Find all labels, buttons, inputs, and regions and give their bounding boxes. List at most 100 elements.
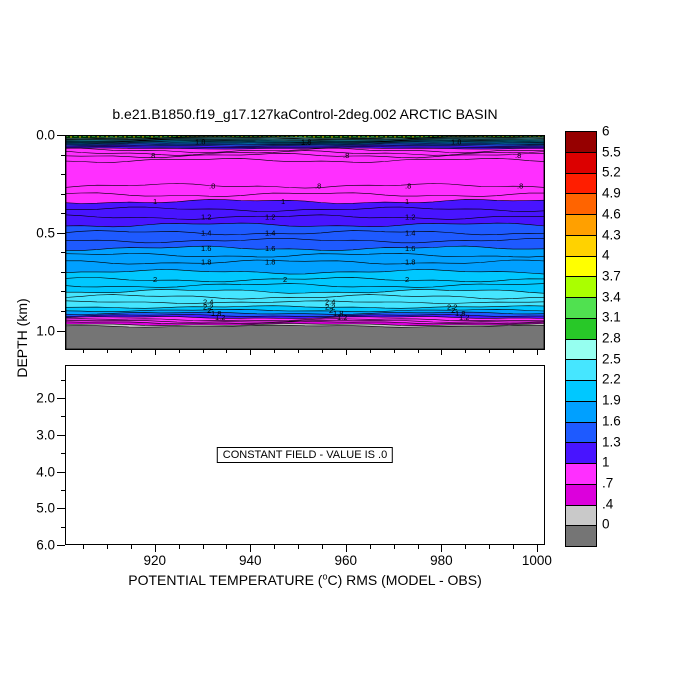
contour-line	[65, 238, 545, 244]
contour-line	[65, 311, 545, 315]
fill-band	[65, 312, 545, 317]
contour-label: 1.4	[265, 228, 275, 237]
colorbar-segment	[566, 152, 596, 174]
contour-label: 2	[207, 306, 211, 315]
y-tick-label: 1.0	[36, 323, 55, 338]
tick-mark	[83, 545, 85, 549]
tick-mark	[345, 350, 347, 355]
contour-label: 1.8	[201, 258, 211, 267]
tick-mark	[61, 291, 65, 293]
tick-mark	[61, 193, 65, 195]
contour-label: 1.4	[405, 228, 415, 237]
colorbar-label: 4.6	[602, 206, 621, 222]
contour-line	[65, 140, 545, 143]
contour-label: .8	[405, 181, 411, 190]
tick-mark	[417, 545, 419, 549]
colorbar-label: 4	[602, 247, 610, 263]
colorbar-segment	[566, 422, 596, 444]
contour-label: 1.6	[265, 244, 275, 253]
contour-line	[65, 192, 545, 197]
contour-line	[65, 138, 545, 141]
tick-mark	[61, 213, 65, 215]
tick-mark	[513, 545, 514, 549]
y-tick-label: 3.0	[36, 427, 55, 443]
colorbar-segment	[566, 132, 596, 153]
contour-line	[65, 300, 545, 304]
contour-line	[65, 150, 545, 156]
tick-mark	[61, 154, 65, 156]
contour-line	[65, 323, 545, 327]
colorbar-segment	[566, 318, 596, 340]
contour-label: 1.6	[201, 244, 211, 253]
tick-mark	[61, 174, 65, 176]
fill-band	[65, 223, 545, 251]
colorbar-label: 3.4	[602, 289, 621, 305]
contour-label: .8	[343, 151, 349, 160]
tick-mark	[345, 545, 347, 552]
tick-mark	[513, 350, 514, 353]
contour-label: .8	[517, 181, 523, 190]
tick-mark	[274, 350, 276, 353]
x-tick-label: 940	[239, 553, 262, 568]
contour-line	[65, 137, 545, 140]
x-axis-label-pre: POTENTIAL TEMPERATURE (	[128, 572, 323, 588]
tick-mark	[226, 545, 228, 549]
colorbar-label: .4	[602, 496, 614, 512]
fill-band	[65, 246, 545, 275]
y-tick-label: 6.0	[36, 537, 55, 553]
colorbar-segment	[566, 256, 596, 278]
contour-label: 1.2	[405, 213, 415, 222]
tick-mark	[250, 350, 252, 355]
contour-label: 1.8	[405, 258, 415, 267]
contour-line	[65, 305, 545, 309]
y-axis-label: DEPTH (km)	[14, 298, 30, 378]
colorbar-label: 3.7	[602, 268, 621, 284]
contour-label: 1.8	[455, 309, 465, 318]
contour-label: 2.2	[203, 303, 213, 312]
contour-label: 1.2	[201, 213, 211, 222]
y-tick-label: 5.0	[36, 500, 55, 516]
tick-mark	[322, 350, 323, 353]
tick-mark	[57, 471, 65, 473]
colorbar-label: 0	[602, 516, 610, 532]
tick-mark	[61, 310, 65, 312]
contour-line	[65, 321, 545, 325]
tick-mark	[83, 350, 85, 353]
colorbar-label: 1	[602, 454, 610, 470]
tick-mark	[393, 545, 395, 549]
tick-mark	[57, 135, 65, 136]
tick-mark	[393, 350, 395, 353]
contour-label: 1	[153, 197, 157, 206]
tick-mark	[57, 434, 65, 436]
tick-mark	[57, 545, 65, 546]
contour-line	[65, 183, 545, 189]
tick-mark	[57, 398, 65, 400]
tick-mark	[202, 545, 204, 549]
contour-panel: 1.8 1.8 1.8 .8 .8 .8 .8 .8 .8 .8 1 1 1 1.2 1.2 1.2 1.4 1.…	[65, 135, 545, 350]
colorbar-segment	[566, 401, 596, 423]
x-tick-label: 980	[430, 553, 453, 568]
contour-label: 2	[329, 306, 333, 315]
contour-label: 2	[451, 306, 455, 315]
colorbar-segment	[566, 298, 596, 319]
tick-mark	[536, 350, 538, 355]
contour-line	[65, 199, 545, 204]
colorbar-segment	[566, 464, 596, 485]
x-axis-label: POTENTIAL TEMPERATURE (oC) RMS (MODEL - …	[65, 572, 545, 588]
tick-mark	[61, 379, 65, 381]
contour-line	[65, 308, 545, 313]
colorbar-segment	[566, 443, 596, 464]
colorbar-label: 6	[602, 123, 610, 139]
colorbar-segment	[566, 235, 596, 257]
contour-label: 1.8	[265, 258, 275, 267]
contour-line	[65, 319, 545, 323]
contour-label: 1.2	[459, 313, 469, 322]
contour-line	[65, 245, 545, 251]
colorbar-segment	[566, 194, 596, 215]
tick-mark	[465, 350, 467, 353]
contour-line	[65, 136, 545, 139]
colorbar-segment	[566, 505, 596, 527]
contour-line	[65, 214, 545, 220]
fill-band	[65, 309, 545, 315]
tick-mark	[57, 232, 65, 234]
